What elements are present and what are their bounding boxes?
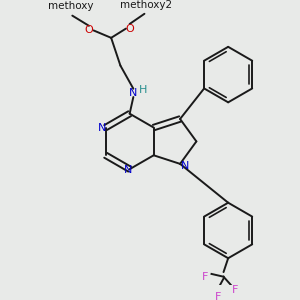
- Text: F: F: [202, 272, 208, 282]
- Text: F: F: [232, 285, 238, 295]
- Text: N: N: [98, 122, 106, 133]
- Text: N: N: [124, 165, 132, 175]
- Text: methoxy2: methoxy2: [120, 0, 172, 10]
- Text: H: H: [138, 85, 147, 94]
- Text: N: N: [181, 161, 189, 171]
- Text: O: O: [85, 26, 93, 35]
- Text: F: F: [215, 292, 221, 300]
- Text: N: N: [129, 88, 137, 98]
- Text: O: O: [125, 24, 134, 34]
- Text: methoxy: methoxy: [48, 2, 93, 11]
